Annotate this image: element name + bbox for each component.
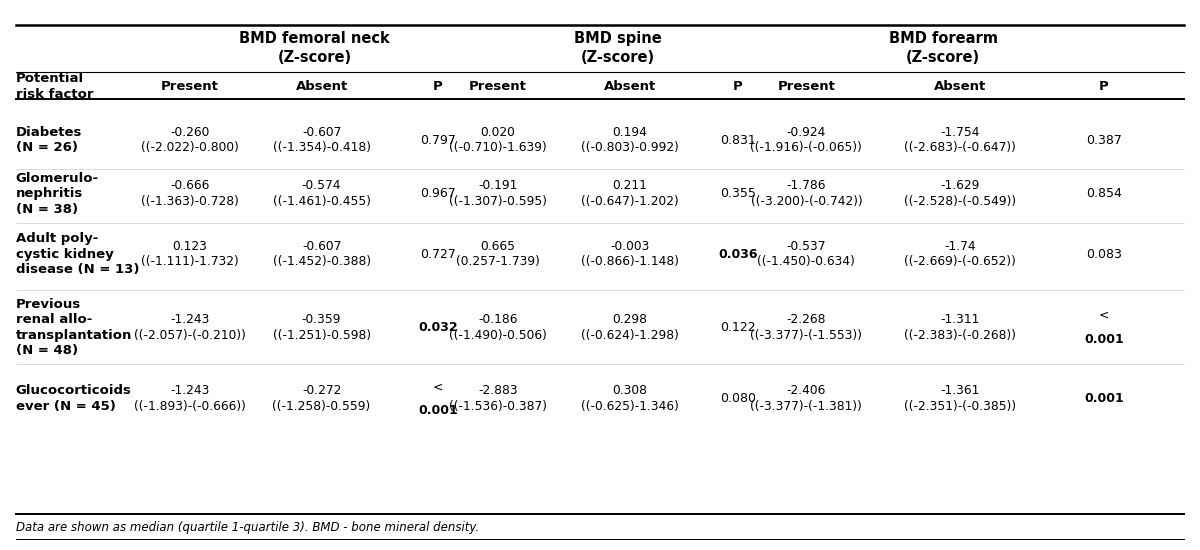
Text: 0.211
((-0.647)-1.202): 0.211 ((-0.647)-1.202) — [581, 179, 679, 208]
Text: -1.311
((-2.383)-(-0.268)): -1.311 ((-2.383)-(-0.268)) — [904, 313, 1016, 342]
Text: 0.194
((-0.803)-0.992): 0.194 ((-0.803)-0.992) — [581, 126, 679, 155]
Text: 0.001: 0.001 — [1084, 392, 1124, 405]
Text: Glomerulo-
nephritis
(N = 38): Glomerulo- nephritis (N = 38) — [16, 172, 98, 216]
Text: 0.123
((-1.111)-1.732): 0.123 ((-1.111)-1.732) — [140, 240, 239, 268]
Text: 0.387: 0.387 — [1086, 134, 1122, 147]
Text: -2.883
((-1.536)-0.387): -2.883 ((-1.536)-0.387) — [449, 384, 547, 413]
Text: 0.032: 0.032 — [418, 321, 458, 334]
Text: <: < — [1099, 309, 1109, 322]
Text: (Z-score): (Z-score) — [277, 50, 352, 65]
Text: 0.298
((-0.624)-1.298): 0.298 ((-0.624)-1.298) — [581, 313, 679, 342]
Text: -0.186
((-1.490)-0.506): -0.186 ((-1.490)-0.506) — [449, 313, 547, 342]
Text: Absent: Absent — [604, 80, 656, 93]
Text: Adult poly-
cystic kidney
disease (N = 13): Adult poly- cystic kidney disease (N = 1… — [16, 232, 139, 276]
Text: 0.355: 0.355 — [720, 187, 756, 200]
Text: -0.359
((-1.251)-0.598): -0.359 ((-1.251)-0.598) — [272, 313, 371, 342]
Text: BMD forearm: BMD forearm — [889, 31, 997, 46]
Text: 0.001: 0.001 — [1084, 333, 1124, 346]
Text: Present: Present — [469, 80, 527, 93]
Text: -0.574
((-1.461)-0.455): -0.574 ((-1.461)-0.455) — [272, 179, 371, 208]
Text: 0.080: 0.080 — [720, 392, 756, 405]
Text: Previous
renal allo-
transplantation
(N = 48): Previous renal allo- transplantation (N … — [16, 298, 132, 357]
Text: -0.607
((-1.452)-0.388): -0.607 ((-1.452)-0.388) — [272, 240, 371, 268]
Text: 0.036: 0.036 — [719, 248, 757, 261]
Text: -0.924
((-1.916)-(-0.065)): -0.924 ((-1.916)-(-0.065)) — [750, 126, 863, 155]
Text: 0.020
((-0.710)-1.639): 0.020 ((-0.710)-1.639) — [449, 126, 547, 155]
Text: -0.003
((-0.866)-1.148): -0.003 ((-0.866)-1.148) — [581, 240, 679, 268]
Text: P: P — [1099, 80, 1109, 93]
Text: 0.083: 0.083 — [1086, 248, 1122, 261]
Text: 0.854: 0.854 — [1086, 187, 1122, 200]
Text: -1.243
((-2.057)-(-0.210)): -1.243 ((-2.057)-(-0.210)) — [133, 313, 246, 342]
Text: -1.243
((-1.893)-(-0.666)): -1.243 ((-1.893)-(-0.666)) — [133, 384, 246, 413]
Text: Absent: Absent — [934, 80, 986, 93]
Text: P: P — [733, 80, 743, 93]
Text: Diabetes
(N = 26): Diabetes (N = 26) — [16, 126, 82, 155]
Text: 0.122: 0.122 — [720, 321, 756, 334]
Text: -0.607
((-1.354)-0.418): -0.607 ((-1.354)-0.418) — [272, 126, 371, 155]
Text: Glucocorticoids
ever (N = 45): Glucocorticoids ever (N = 45) — [16, 384, 132, 413]
Text: BMD femoral neck: BMD femoral neck — [239, 31, 390, 46]
Text: -0.191
((-1.307)-0.595): -0.191 ((-1.307)-0.595) — [449, 179, 547, 208]
Text: -0.666
((-1.363)-0.728): -0.666 ((-1.363)-0.728) — [140, 179, 239, 208]
Text: -0.537
((-1.450)-0.634): -0.537 ((-1.450)-0.634) — [757, 240, 856, 268]
Text: BMD spine: BMD spine — [574, 31, 662, 46]
Text: 0.001: 0.001 — [418, 404, 458, 417]
Text: Absent: Absent — [295, 80, 348, 93]
Text: (Z-score): (Z-score) — [581, 50, 655, 65]
Text: 0.831: 0.831 — [720, 134, 756, 147]
Text: -1.74
((-2.669)-(-0.652)): -1.74 ((-2.669)-(-0.652)) — [904, 240, 1016, 268]
Text: -1.361
((-2.351)-(-0.385)): -1.361 ((-2.351)-(-0.385)) — [904, 384, 1016, 413]
Text: -1.629
((-2.528)-(-0.549)): -1.629 ((-2.528)-(-0.549)) — [904, 179, 1016, 208]
Text: Data are shown as median (quartile 1-quartile 3). BMD - bone mineral density.: Data are shown as median (quartile 1-qua… — [16, 521, 479, 535]
Text: Potential
risk factor: Potential risk factor — [16, 72, 94, 101]
Text: -0.260
((-2.022)-0.800): -0.260 ((-2.022)-0.800) — [140, 126, 239, 155]
Text: 0.727: 0.727 — [420, 248, 456, 261]
Text: 0.308
((-0.625)-1.346): 0.308 ((-0.625)-1.346) — [581, 384, 679, 413]
Text: 0.665
(0.257-1.739): 0.665 (0.257-1.739) — [456, 240, 540, 268]
Text: -2.268
((-3.377)-(-1.553)): -2.268 ((-3.377)-(-1.553)) — [750, 313, 863, 342]
Text: -1.754
((-2.683)-(-0.647)): -1.754 ((-2.683)-(-0.647)) — [904, 126, 1016, 155]
Text: P: P — [433, 80, 443, 93]
Text: Present: Present — [161, 80, 218, 93]
Text: 0.967: 0.967 — [420, 187, 456, 200]
Text: -2.406
((-3.377)-(-1.381)): -2.406 ((-3.377)-(-1.381)) — [750, 384, 863, 413]
Text: -0.272
((-1.258)-0.559): -0.272 ((-1.258)-0.559) — [272, 384, 371, 413]
Text: <: < — [433, 380, 443, 393]
Text: (Z-score): (Z-score) — [906, 50, 980, 65]
Text: Present: Present — [778, 80, 835, 93]
Text: -1.786
((-3.200)-(-0.742)): -1.786 ((-3.200)-(-0.742)) — [750, 179, 863, 208]
Text: 0.797: 0.797 — [420, 134, 456, 147]
